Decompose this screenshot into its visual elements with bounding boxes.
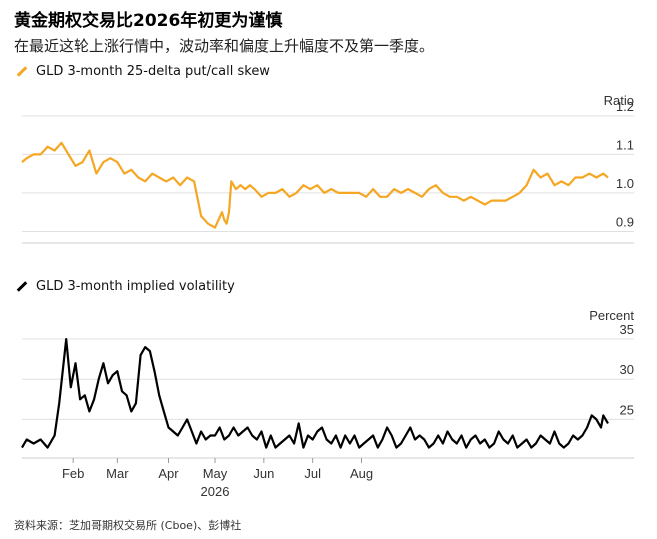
vol-tick-label: 35 (620, 322, 634, 337)
x-axis-label: Jun (253, 466, 274, 481)
skew-legend-label: GLD 3-month 25-delta put/call skew (36, 64, 270, 79)
skew-tick-label: 0.9 (616, 214, 634, 229)
vol-series-line (21, 338, 609, 449)
x-axis-label: Jul (304, 466, 321, 481)
x-axis-label: Feb (62, 466, 84, 481)
x-axis-label: Aug (350, 466, 373, 481)
skew-unit-label: Ratio (604, 93, 634, 108)
source-note: 资料来源：芝加哥期权交易所 (Cboe)、彭博社 (14, 519, 242, 532)
skew-series-line (21, 141, 609, 229)
vol-tick-label: 30 (620, 362, 634, 377)
vol-legend: GLD 3-month implied volatility (16, 279, 235, 294)
vol-tick-label: 25 (620, 402, 634, 417)
vol-unit-label: Percent (589, 308, 634, 323)
skew-tick-label: 1.2 (616, 99, 634, 114)
skew-tick-label: 1.0 (616, 176, 634, 191)
x-axis-label: Mar (106, 466, 129, 481)
x-axis-label: May (203, 466, 228, 481)
vol-legend-label: GLD 3-month implied volatility (36, 279, 235, 294)
chart-title: 黄金期权交易比2026年初更为谨慎 (14, 11, 283, 31)
skew-legend: GLD 3-month 25-delta put/call skew (16, 64, 270, 79)
x-axis-year-label: 2026 (201, 484, 230, 499)
skew-tick-label: 1.1 (616, 137, 634, 152)
x-axis-label: Apr (158, 466, 179, 481)
chart-subtitle: 在最近这轮上涨行情中，波动率和偏度上升幅度不及第一季度。 (14, 37, 435, 55)
